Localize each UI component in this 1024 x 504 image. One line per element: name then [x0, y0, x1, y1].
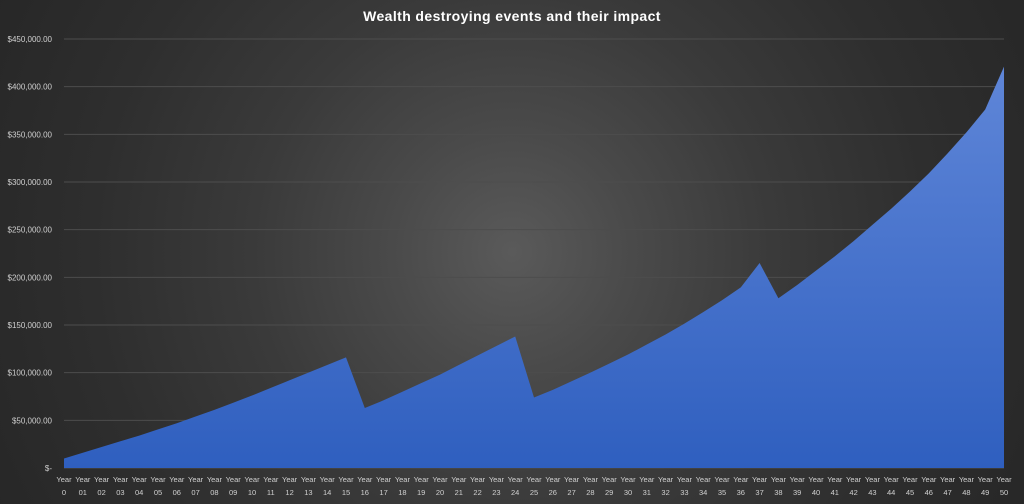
x-tick-label: Year 49 [978, 475, 994, 497]
x-tick-label: Year 37 [752, 475, 768, 497]
x-tick-label: Year 45 [902, 475, 918, 497]
x-tick-label: Year 33 [677, 475, 693, 497]
x-tick-label: Year 0 [56, 475, 72, 497]
x-tick-label: Year 06 [169, 475, 185, 497]
x-tick-label: Year 13 [301, 475, 317, 497]
x-tick-label: Year 05 [150, 475, 166, 497]
x-tick-label: Year 50 [996, 475, 1012, 497]
y-tick-label: $350,000.00 [8, 130, 53, 139]
y-tick-label: $100,000.00 [8, 369, 53, 378]
y-tick-label: $150,000.00 [8, 321, 53, 330]
x-tick-label: Year 19 [414, 475, 430, 497]
x-tick-label: Year 01 [75, 475, 91, 497]
y-tick-label: $200,000.00 [8, 273, 53, 282]
series-area [64, 66, 1004, 469]
x-tick-label: Year 24 [508, 475, 524, 497]
chart-title: Wealth destroying events and their impac… [363, 8, 661, 24]
x-tick-label: Year 10 [244, 475, 260, 497]
y-axis-tick-labels: $- $50,000.00 $100,000.00 $150,000.00 $200,0… [8, 35, 53, 473]
x-tick-label: Year 23 [489, 475, 505, 497]
x-tick-label: Year 31 [639, 475, 655, 497]
x-tick-label: Year 02 [94, 475, 110, 497]
x-tick-label: Year 43 [865, 475, 881, 497]
x-tick-label: Year 17 [376, 475, 392, 497]
x-tick-label: Year 44 [884, 475, 900, 497]
y-tick-label: $50,000.00 [12, 416, 53, 425]
x-tick-label: Year 18 [395, 475, 411, 497]
x-tick-label: Year 07 [188, 475, 204, 497]
x-tick-label: Year 36 [733, 475, 749, 497]
y-tick-label: $450,000.00 [8, 35, 53, 44]
x-tick-label: Year 41 [827, 475, 843, 497]
x-tick-label: Year 40 [808, 475, 824, 497]
x-tick-label: Year 21 [451, 475, 467, 497]
x-tick-label: Year 38 [771, 475, 787, 497]
x-tick-label: Year 25 [526, 475, 542, 497]
x-tick-label: Year 48 [959, 475, 975, 497]
x-tick-label: Year 27 [564, 475, 580, 497]
x-tick-label: Year 04 [132, 475, 148, 497]
y-tick-label: $400,000.00 [8, 83, 53, 92]
y-tick-label: $250,000.00 [8, 226, 53, 235]
x-tick-label: Year 30 [620, 475, 636, 497]
x-tick-label: Year 16 [357, 475, 373, 497]
wealth-area [64, 66, 1004, 469]
x-tick-label: Year 46 [921, 475, 937, 497]
x-tick-label: Year 35 [714, 475, 730, 497]
x-tick-label: Year 29 [602, 475, 618, 497]
x-tick-label: Year 28 [583, 475, 599, 497]
x-tick-label: Year 34 [696, 475, 712, 497]
x-tick-label: Year 32 [658, 475, 674, 497]
x-tick-label: Year 09 [226, 475, 242, 497]
x-tick-label: Year 47 [940, 475, 956, 497]
y-tick-label: $300,000.00 [8, 178, 53, 187]
y-tick-label: $- [45, 464, 52, 473]
x-tick-label: Year 08 [207, 475, 223, 497]
x-tick-label: Year 39 [790, 475, 806, 497]
x-tick-label: Year 12 [282, 475, 298, 497]
x-tick-label: Year 14 [320, 475, 336, 497]
x-tick-label: Year 15 [338, 475, 354, 497]
x-tick-label: Year 11 [263, 475, 279, 497]
x-tick-label: Year 26 [545, 475, 561, 497]
x-tick-label: Year 20 [432, 475, 448, 497]
x-tick-label: Year 03 [113, 475, 129, 497]
x-tick-label: Year 42 [846, 475, 862, 497]
x-tick-label: Year 22 [470, 475, 486, 497]
